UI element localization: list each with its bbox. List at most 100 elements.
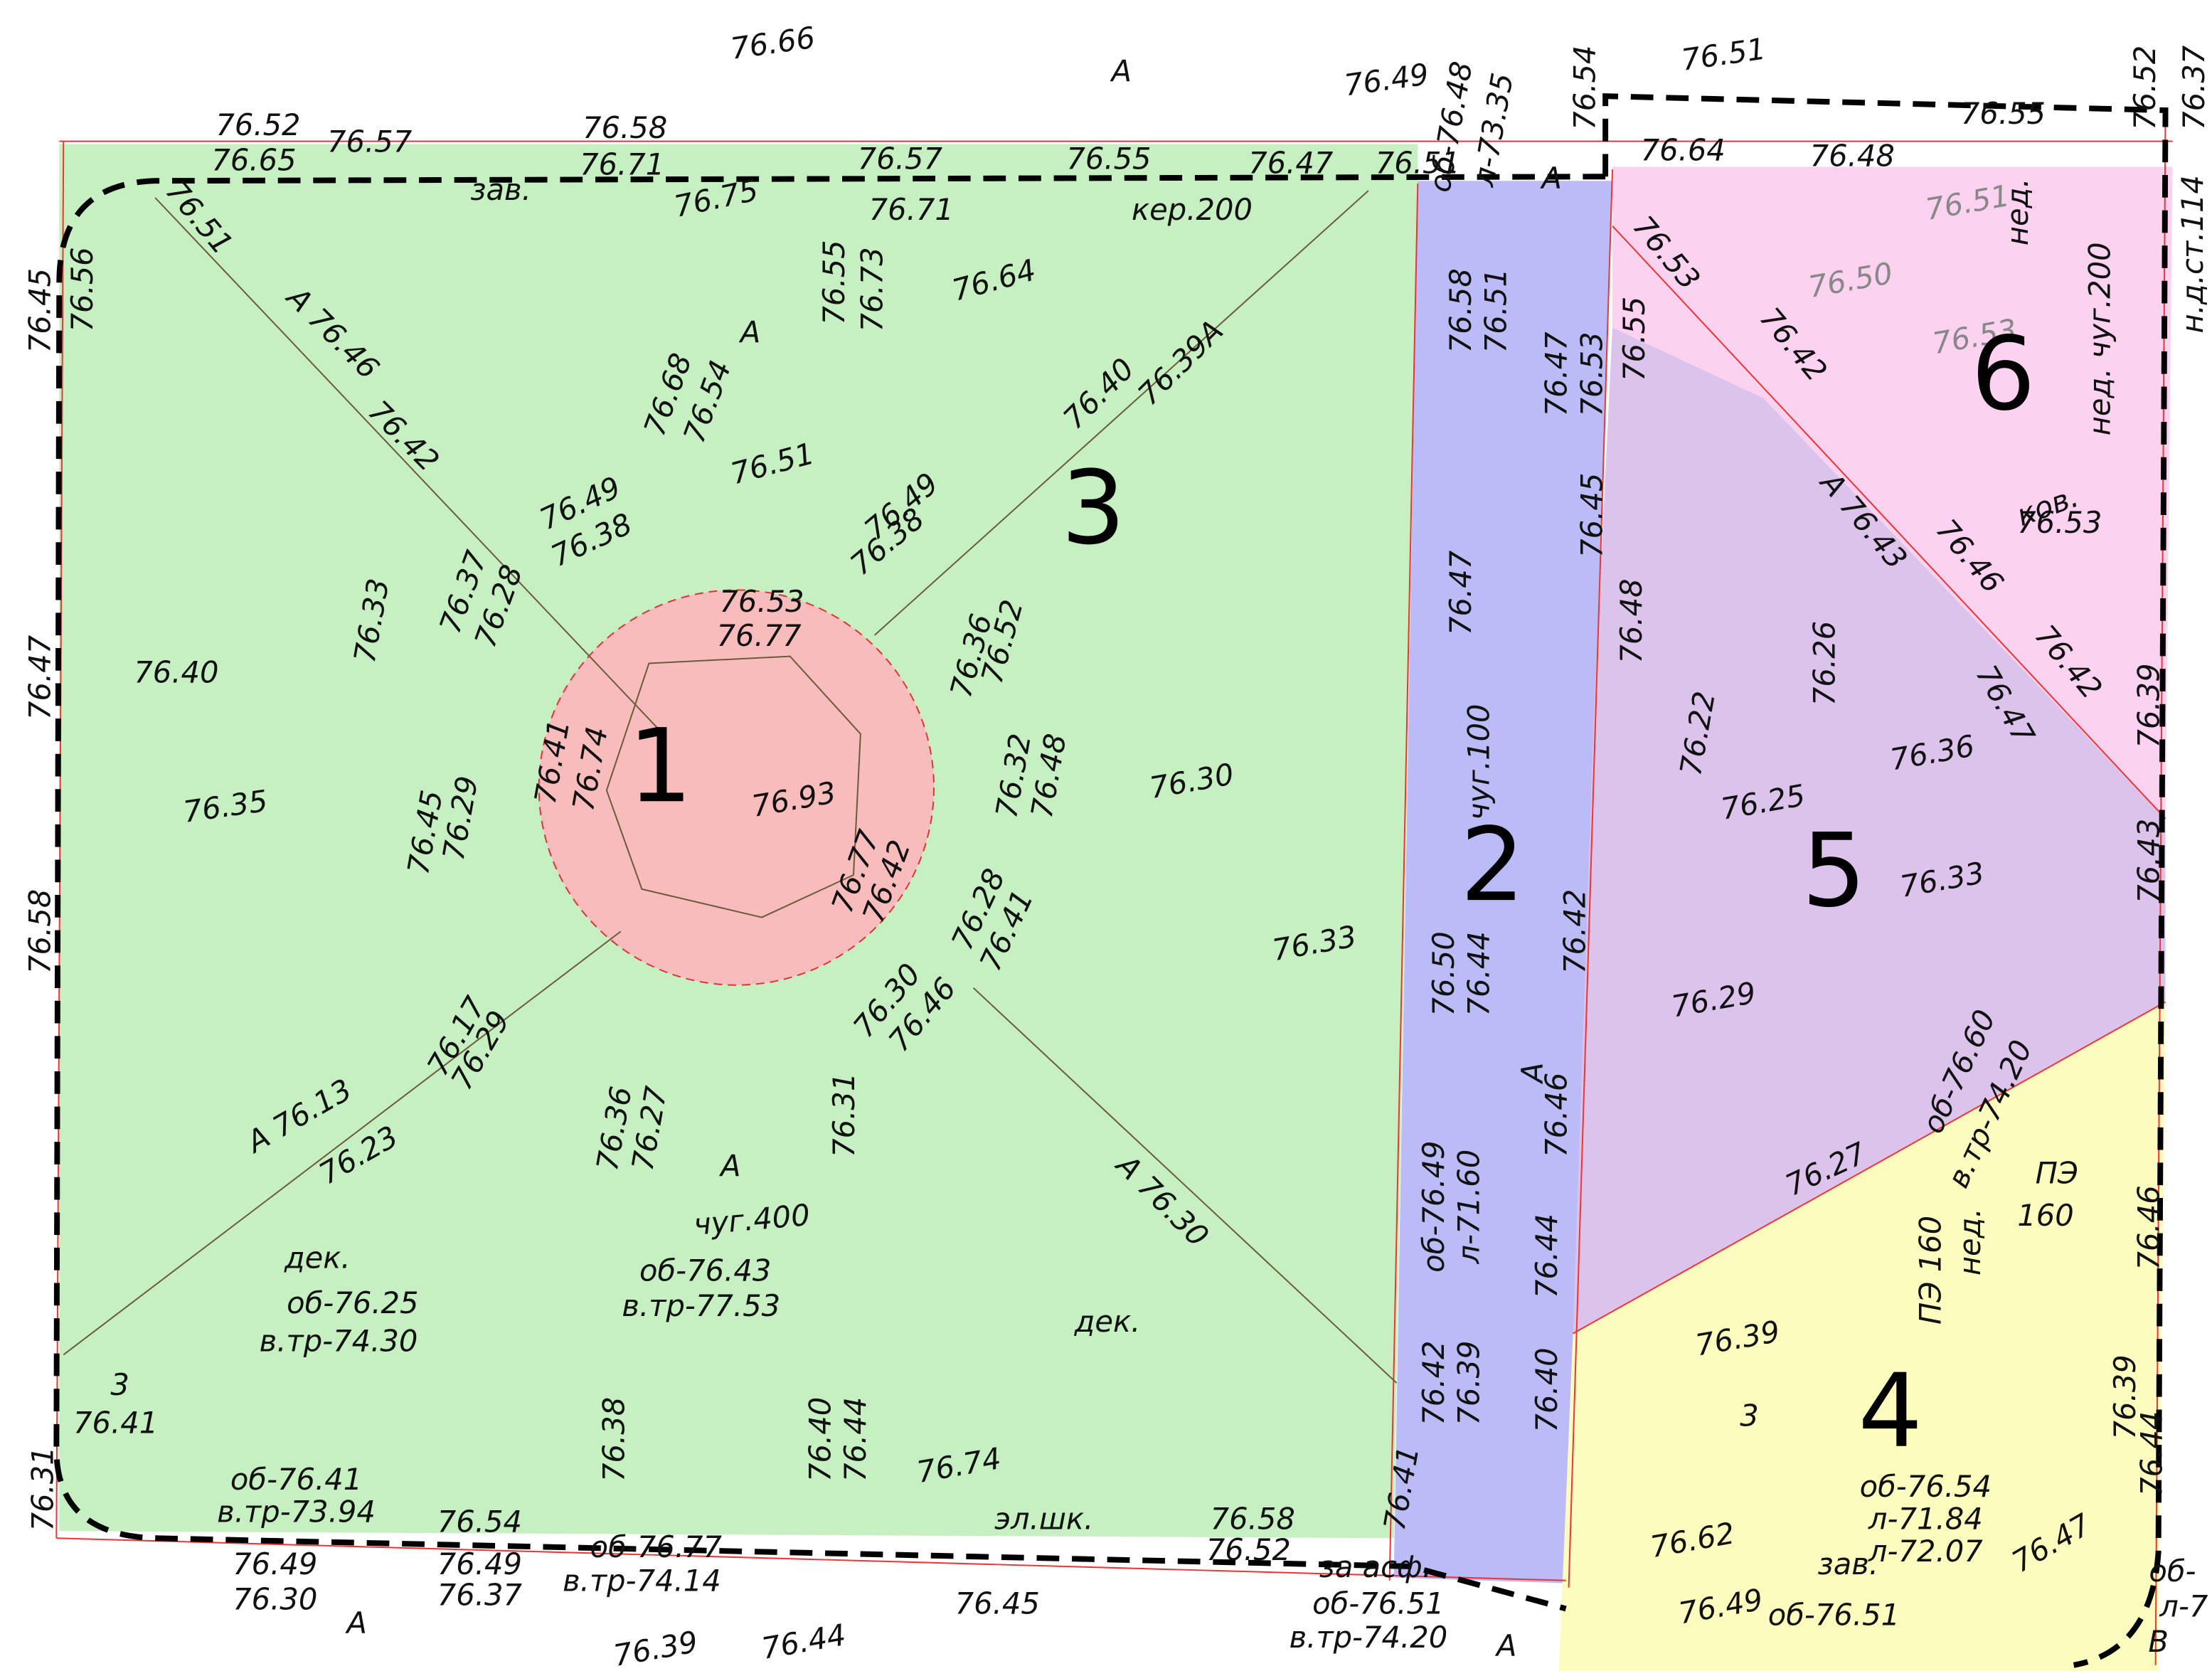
elevation-label: об-76.77 <box>590 1529 723 1564</box>
elevation-label: 76.55 <box>1066 141 1151 176</box>
elevation-label: кер.200 <box>1132 192 1253 227</box>
elevation-label: 76.31 <box>826 1073 861 1157</box>
elevation-label: нед. <box>2000 178 2035 245</box>
elevation-label: нед. чуг.200 <box>2082 242 2117 435</box>
elevation-label: об-76.41 <box>230 1462 362 1497</box>
elevation-label: зав. <box>1818 1547 1878 1581</box>
elevation-label: А <box>1540 161 1563 196</box>
elevation-label: 76.52 <box>1206 1532 1291 1567</box>
elevation-label: 76.71 <box>869 192 954 227</box>
elevation-label: 76.49 <box>437 1547 522 1581</box>
elevation-label: 76.58 <box>583 110 667 145</box>
elevation-label: л-71.84 <box>1868 1501 1983 1536</box>
elevation-label: А <box>345 1606 368 1640</box>
elevation-label: в.тр-74.30 <box>260 1324 418 1359</box>
elevation-label: ПЭ 160 <box>1913 1216 1947 1325</box>
elevation-label: в.тр-74.20 <box>1290 1620 1448 1655</box>
elevation-label: 76.30 <box>233 1581 317 1616</box>
elevation-label: чуг.100 <box>1462 704 1496 820</box>
zone-number: 1 <box>628 706 693 825</box>
elevation-label: 76.71 <box>580 147 664 181</box>
elevation-label: 76.65 <box>211 142 296 177</box>
elevation-label: В <box>2148 1624 2169 1659</box>
elevation-label: 76.40 <box>802 1397 837 1482</box>
zone-number: 4 <box>1858 1352 1923 1470</box>
elevation-label: об-76.49 <box>1416 1140 1451 1272</box>
elevation-label: 76.44 <box>838 1397 873 1482</box>
elevation-label: 76.50 <box>1426 931 1461 1016</box>
elevation-label: 76.46 <box>2132 1185 2166 1270</box>
elevation-label: 76.43 <box>2132 819 2166 903</box>
elevation-label: зав. <box>470 172 531 207</box>
zone-number: 3 <box>1061 448 1126 567</box>
elevation-label: А <box>1494 1628 1517 1663</box>
elevation-label: 76.47 <box>1443 550 1478 635</box>
elevation-label: 76.52 <box>2127 46 2162 130</box>
elevation-label: 76.58 <box>1443 268 1478 353</box>
elevation-label: 76.39 <box>2132 663 2166 748</box>
elevation-label: 76.56 <box>65 247 100 331</box>
elevation-label: 76.48 <box>1810 138 1895 173</box>
elevation-label: А <box>1110 53 1132 88</box>
elevation-label: 76.64 <box>1641 133 1726 168</box>
elevation-label: 76.58 <box>1211 1501 1295 1536</box>
elevation-label: 76.55 <box>1961 96 2046 131</box>
elevation-label: 76.48 <box>1614 578 1649 663</box>
elevation-label: ПЭ <box>2036 1156 2078 1191</box>
elevation-label: в.тр-74.14 <box>563 1564 721 1598</box>
elevation-label: л-7 <box>2159 1588 2208 1623</box>
elevation-label: А <box>718 1149 741 1184</box>
elevation-label: 76.46 <box>1539 1073 1574 1157</box>
elevation-label: об- <box>2149 1554 2196 1588</box>
elevation-label: 76.45 <box>1574 473 1609 558</box>
elevation-label: л-71.60 <box>1452 1150 1487 1265</box>
elevation-label: 76.53 <box>719 584 804 619</box>
elevation-label: 76.47 <box>1248 145 1334 180</box>
elevation-label: н.д.ст.114 <box>2175 175 2210 333</box>
elevation-label: 76.77 <box>716 618 802 653</box>
elevation-label: 3 <box>110 1367 129 1402</box>
elevation-label: 76.47 <box>1539 331 1574 417</box>
elevation-label: 76.54 <box>437 1504 522 1539</box>
elevation-label: л-72.07 <box>1868 1534 1983 1569</box>
elevation-label: 76.42 <box>1416 1340 1451 1425</box>
elevation-label: 76.31 <box>25 1446 60 1531</box>
elevation-label: нед. <box>1952 1208 1987 1275</box>
elevation-label: 3 <box>1740 1399 1759 1433</box>
elevation-label: 76.58 <box>23 889 58 974</box>
elevation-label: 76.44 <box>2134 1411 2169 1496</box>
elevation-label: об-76.51 <box>1312 1586 1444 1620</box>
elevation-label: в.тр-77.53 <box>622 1288 780 1323</box>
elevation-label: 76.37 <box>437 1578 523 1613</box>
elevation-label: 76.37 <box>2176 45 2211 130</box>
elevation-label: об-76.54 <box>1860 1469 1992 1504</box>
elevation-label: дек. <box>284 1241 351 1275</box>
elevation-label: 76.42 <box>1557 889 1592 974</box>
elevation-label: 76.55 <box>1617 297 1652 381</box>
elevation-label: 76.53 <box>2017 505 2102 540</box>
elevation-label: 76.73 <box>855 247 890 331</box>
elevation-label: 76.57 <box>858 141 943 176</box>
elevation-label: 76.41 <box>73 1406 158 1441</box>
site-plan: 76.66А76.4976.5176.5276.6576.5776.5876.7… <box>0 0 2212 1671</box>
elevation-label: 76.39 <box>1452 1340 1487 1425</box>
zone-number: 2 <box>1460 805 1525 924</box>
zone-number: 5 <box>1802 811 1866 930</box>
elevation-label: 76.52 <box>216 107 300 142</box>
elevation-label: эл.шк. <box>994 1501 1093 1536</box>
page: {"zones":[{"label":"1"},{"label":"2"},{"… <box>0 0 2212 1671</box>
elevation-label: 76.44 <box>1462 931 1496 1016</box>
elevation-label: 76.51 <box>1478 268 1513 353</box>
elevation-label: об-76.51 <box>1768 1597 1900 1632</box>
elevation-label: дек. <box>1074 1304 1141 1339</box>
elevation-label: за асф. <box>1319 1549 1432 1584</box>
elevation-label: 76.38 <box>597 1397 632 1482</box>
elevation-label: 76.44 <box>1529 1214 1564 1298</box>
elevation-label: 160 <box>2017 1198 2073 1233</box>
elevation-label: 76.55 <box>817 240 851 324</box>
elevation-label: 76.40 <box>1529 1347 1564 1432</box>
zone-number: 6 <box>1971 314 2036 433</box>
elevation-label: 76.49 <box>233 1547 317 1581</box>
elevation-label: 76.47 <box>23 635 58 720</box>
elevation-label: об-76.25 <box>287 1285 418 1320</box>
